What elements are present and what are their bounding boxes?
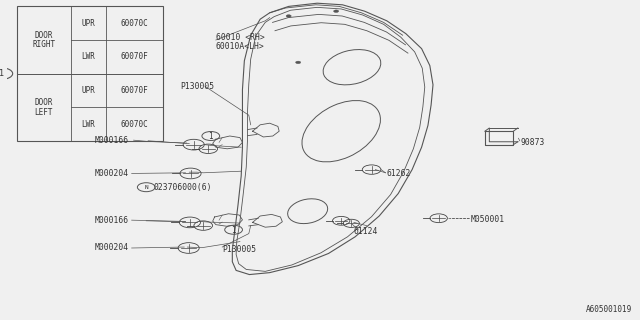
Text: DOOR
RIGHT: DOOR RIGHT: [33, 31, 56, 49]
Text: 023706000(6): 023706000(6): [154, 183, 212, 192]
Text: LWR: LWR: [81, 52, 95, 61]
Text: M000204: M000204: [94, 244, 129, 252]
Text: 60070C: 60070C: [120, 119, 148, 129]
Text: P130005: P130005: [180, 82, 214, 91]
Text: A605001019: A605001019: [586, 305, 632, 314]
Text: 60070F: 60070F: [120, 52, 148, 61]
Text: 60070C: 60070C: [120, 19, 148, 28]
Text: UPR: UPR: [81, 19, 95, 28]
Text: 1: 1: [0, 69, 4, 78]
Text: M000204: M000204: [94, 169, 129, 178]
Text: DOOR
LEFT: DOOR LEFT: [35, 98, 53, 116]
Text: M000166: M000166: [94, 216, 129, 225]
Circle shape: [296, 61, 301, 64]
Text: M000166: M000166: [94, 136, 129, 145]
Text: 1: 1: [231, 226, 236, 235]
Text: 1: 1: [209, 132, 213, 141]
Text: 61262: 61262: [387, 169, 411, 178]
Text: P130005: P130005: [222, 245, 257, 254]
Text: UPR: UPR: [81, 86, 95, 95]
Text: LWR: LWR: [81, 119, 95, 129]
Text: 60010A<LH>: 60010A<LH>: [216, 42, 264, 51]
Text: 60010 <RH>: 60010 <RH>: [216, 33, 264, 42]
Text: M050001: M050001: [470, 215, 504, 224]
Text: 90873: 90873: [521, 138, 545, 147]
Circle shape: [286, 15, 291, 17]
Circle shape: [333, 10, 339, 12]
Text: N: N: [145, 185, 148, 190]
Text: 60070F: 60070F: [120, 86, 148, 95]
Text: 61124: 61124: [354, 228, 378, 236]
